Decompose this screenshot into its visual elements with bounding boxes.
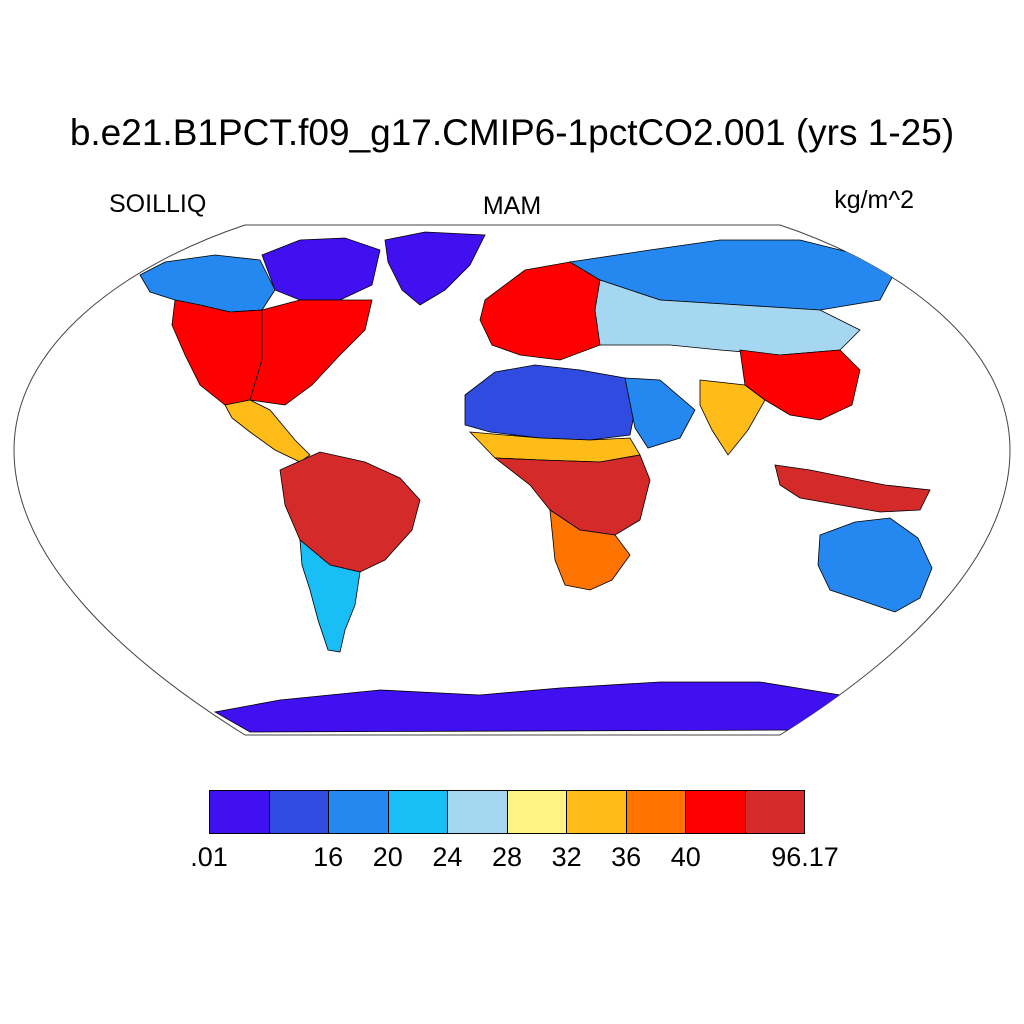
colorbar-box [745,791,804,833]
colorbar-box [269,791,329,833]
variable-label: SOILLIQ [109,190,207,218]
season-label: MAM [482,192,542,220]
colorbar-box [329,791,389,833]
region-southeast-asia [774,464,931,513]
region-central-africa [493,454,651,536]
region-sahara [464,364,636,441]
colorbar-box [567,791,627,833]
region-australia [817,517,933,613]
region-southern-africa [549,509,631,591]
colorbar-label: .01 [190,842,228,872]
colorbar-label: 24 [432,842,463,872]
colorbar-box [210,791,270,833]
colorbar-label: 96.17 [771,842,839,872]
colorbar-labels: .01 16 20 24 28 32 36 40 96.17 [0,842,1024,882]
colorbar [209,790,805,834]
colorbar-box [388,791,448,833]
region-antarctica [213,681,851,733]
region-china [739,349,861,421]
colorbar-label: 16 [313,842,344,872]
colorbar-box [448,791,508,833]
region-arabia [624,377,696,449]
region-canadian-arctic [261,237,381,301]
plot-title: b.e21.B1PCT.f09_g17.CMIP6-1pctCO2.001 (y… [69,112,955,153]
region-south-america-amazon [279,451,421,573]
colorbar-label: 20 [372,842,403,872]
colorbar-label: 40 [670,842,701,872]
colorbar-label: 36 [611,842,642,872]
region-greenland [384,231,486,306]
colorbar-box [626,791,686,833]
colorbar-box [686,791,746,833]
colorbar-label: 32 [551,842,582,872]
region-south-america-south [299,539,361,653]
colorbar-box [507,791,567,833]
colorbar-label: 28 [491,842,523,872]
units-label: kg/m^2 [834,186,914,214]
region-north-america-east [249,299,373,406]
